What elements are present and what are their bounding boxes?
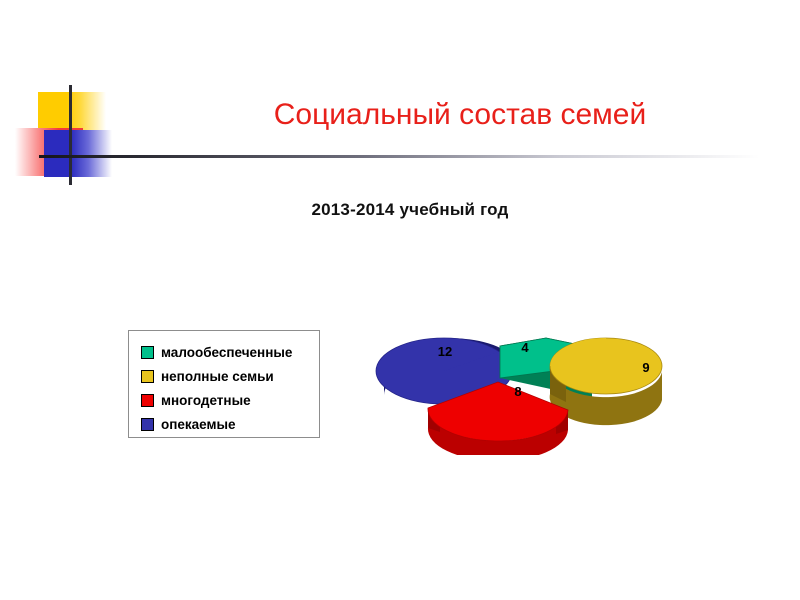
- pie-label-nepolnye-semi: 9: [642, 360, 649, 375]
- decoration-horizontal-rule: [39, 155, 759, 158]
- pie-slice-nepolnye-semi: 9: [549, 337, 663, 426]
- legend-item: неполные семьи: [141, 364, 319, 388]
- legend-item-label: неполные семьи: [161, 368, 274, 384]
- pie-label-maloobespechennye: 4: [521, 340, 529, 355]
- pie-label-mnogodetnye: 8: [514, 384, 521, 399]
- chart-legend: малообеспеченные неполные семьи многодет…: [128, 330, 320, 438]
- pie-slice-mnogodetnye: 8: [427, 381, 569, 455]
- pie-label-opekaemye: 12: [438, 344, 452, 359]
- decoration-blue-square: [44, 130, 112, 177]
- legend-swatch-icon: [141, 417, 154, 431]
- pie-chart-svg: 12 4 9: [375, 337, 663, 455]
- decoration-vertical-line: [69, 85, 72, 185]
- legend-item: опекаемые: [141, 412, 319, 436]
- slide-subtitle: 2013-2014 учебный год: [311, 200, 509, 219]
- pie-chart: 12 4 9: [370, 320, 680, 455]
- pie-slice-opekaemye: 12: [375, 337, 513, 405]
- legend-swatch-icon: [141, 393, 154, 407]
- legend-item: малообеспеченные: [141, 340, 319, 364]
- page-title: Социальный состав семей: [273, 98, 647, 131]
- legend-item-label: малообеспеченные: [161, 344, 293, 360]
- legend-swatch-icon: [141, 369, 154, 383]
- legend-item-label: многодетные: [161, 392, 251, 408]
- legend-item-label: опекаемые: [161, 416, 236, 432]
- legend-swatch-icon: [141, 345, 154, 359]
- legend-item: многодетные: [141, 388, 319, 412]
